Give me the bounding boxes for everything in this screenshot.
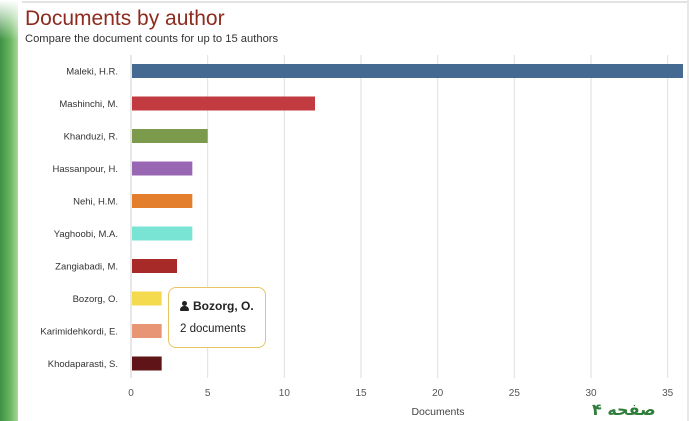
x-tick-label: 25 xyxy=(509,388,521,399)
author-label: Zangiabadi, M. xyxy=(55,262,118,273)
chart-title: Documents by author xyxy=(25,7,225,30)
bar-6 xyxy=(132,226,193,241)
x-tick-label: 20 xyxy=(432,388,444,399)
bar-8 xyxy=(132,291,162,306)
author-label: Bozorg, O. xyxy=(73,294,118,305)
bar-10 xyxy=(132,356,162,371)
tooltip-author: Bozorg, O. xyxy=(193,299,254,313)
author-label: Hassanpour, H. xyxy=(53,164,118,175)
bar-1 xyxy=(132,64,683,78)
bars xyxy=(132,64,683,371)
bar-9 xyxy=(132,324,162,338)
author-label: Karimidehkordi, E. xyxy=(40,327,118,338)
top-divider xyxy=(22,1,689,3)
tooltip-value: 2 documents xyxy=(180,323,246,335)
x-axis-label: Documents xyxy=(411,406,464,418)
x-tick-label: 5 xyxy=(205,388,211,399)
x-axis-ticks: 0 5 10 15 20 25 30 35 xyxy=(128,388,673,399)
bar-tooltip: Bozorg, O. 2 documents xyxy=(168,287,266,348)
bar-7 xyxy=(132,259,177,273)
author-labels: Maleki, H.R. Mashinchi, M. Khanduzi, R. Has… xyxy=(40,67,118,371)
author-label: Maleki, H.R. xyxy=(66,67,118,78)
x-tick-label: 15 xyxy=(355,388,367,399)
bar-5 xyxy=(132,194,193,208)
decorative-stripe-fade xyxy=(0,0,22,40)
bar-3 xyxy=(132,129,208,143)
decorative-left-stripe xyxy=(0,0,18,421)
right-divider xyxy=(687,0,689,421)
bar-2 xyxy=(132,96,315,111)
author-label: Mashinchi, M. xyxy=(59,99,118,110)
x-tick-label: 10 xyxy=(279,388,291,399)
page-number: صفحه ۴ xyxy=(592,400,656,419)
tooltip-title: Bozorg, O. xyxy=(180,299,254,313)
chart-subtitle: Compare the document counts for up to 15… xyxy=(25,33,279,45)
author-label: Khanduzi, R. xyxy=(64,132,118,143)
author-label: Yaghoobi, M.A. xyxy=(54,229,118,240)
x-tick-label: 0 xyxy=(128,388,134,399)
user-icon xyxy=(180,301,189,311)
x-tick-label: 30 xyxy=(585,388,597,399)
author-label: Nehi, H.M. xyxy=(73,197,118,208)
author-label: Khodaparasti, S. xyxy=(48,359,118,370)
x-tick-label: 35 xyxy=(662,388,674,399)
bar-4 xyxy=(132,161,193,176)
